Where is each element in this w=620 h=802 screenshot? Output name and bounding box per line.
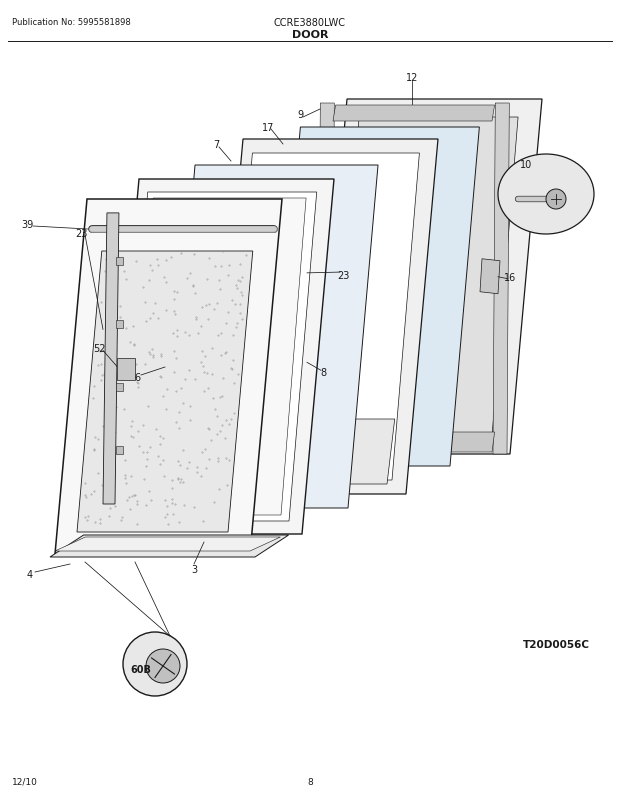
Polygon shape [116,320,123,328]
Polygon shape [103,213,119,504]
Polygon shape [117,359,135,381]
Polygon shape [107,180,334,534]
Polygon shape [128,199,306,516]
Text: CCRE3880LWC: CCRE3880LWC [274,18,346,28]
Polygon shape [211,140,438,494]
Text: DOOR: DOOR [292,30,328,40]
Text: 39: 39 [21,220,33,229]
Text: 17: 17 [262,123,274,133]
Text: 7: 7 [213,140,219,150]
Circle shape [146,649,180,683]
Polygon shape [225,154,419,480]
Polygon shape [318,104,334,455]
Polygon shape [271,128,479,467]
Text: 12: 12 [406,73,418,83]
Polygon shape [116,446,123,454]
Polygon shape [294,184,309,439]
Polygon shape [165,166,378,508]
Text: T20D0056C: T20D0056C [523,639,590,649]
Polygon shape [333,432,495,452]
Text: 4: 4 [27,569,33,579]
Polygon shape [55,200,282,554]
Polygon shape [480,259,500,294]
Polygon shape [50,535,288,557]
Text: Publication No: 5995581898: Publication No: 5995581898 [12,18,131,27]
Text: 52: 52 [93,344,105,354]
Text: 9: 9 [297,110,303,119]
Polygon shape [116,383,123,391]
Text: 6: 6 [134,373,140,383]
Text: 16: 16 [504,273,516,282]
Polygon shape [493,104,509,455]
Text: 23: 23 [75,229,87,239]
Polygon shape [116,257,123,265]
Text: 12/10: 12/10 [12,777,38,786]
Polygon shape [333,118,518,436]
Text: eReplacementParts.com: eReplacementParts.com [242,424,378,435]
Polygon shape [230,419,395,484]
Text: 3: 3 [191,565,197,574]
Text: 8: 8 [307,777,313,786]
Text: 60B: 60B [131,664,151,674]
Circle shape [546,190,566,210]
Polygon shape [120,192,317,521]
Polygon shape [315,100,542,455]
Circle shape [123,632,187,696]
Text: 8: 8 [320,368,326,378]
Text: 23: 23 [337,271,349,281]
Polygon shape [333,106,495,122]
Polygon shape [55,537,280,551]
Ellipse shape [498,155,594,235]
Text: 10: 10 [520,160,532,170]
Polygon shape [77,252,253,533]
